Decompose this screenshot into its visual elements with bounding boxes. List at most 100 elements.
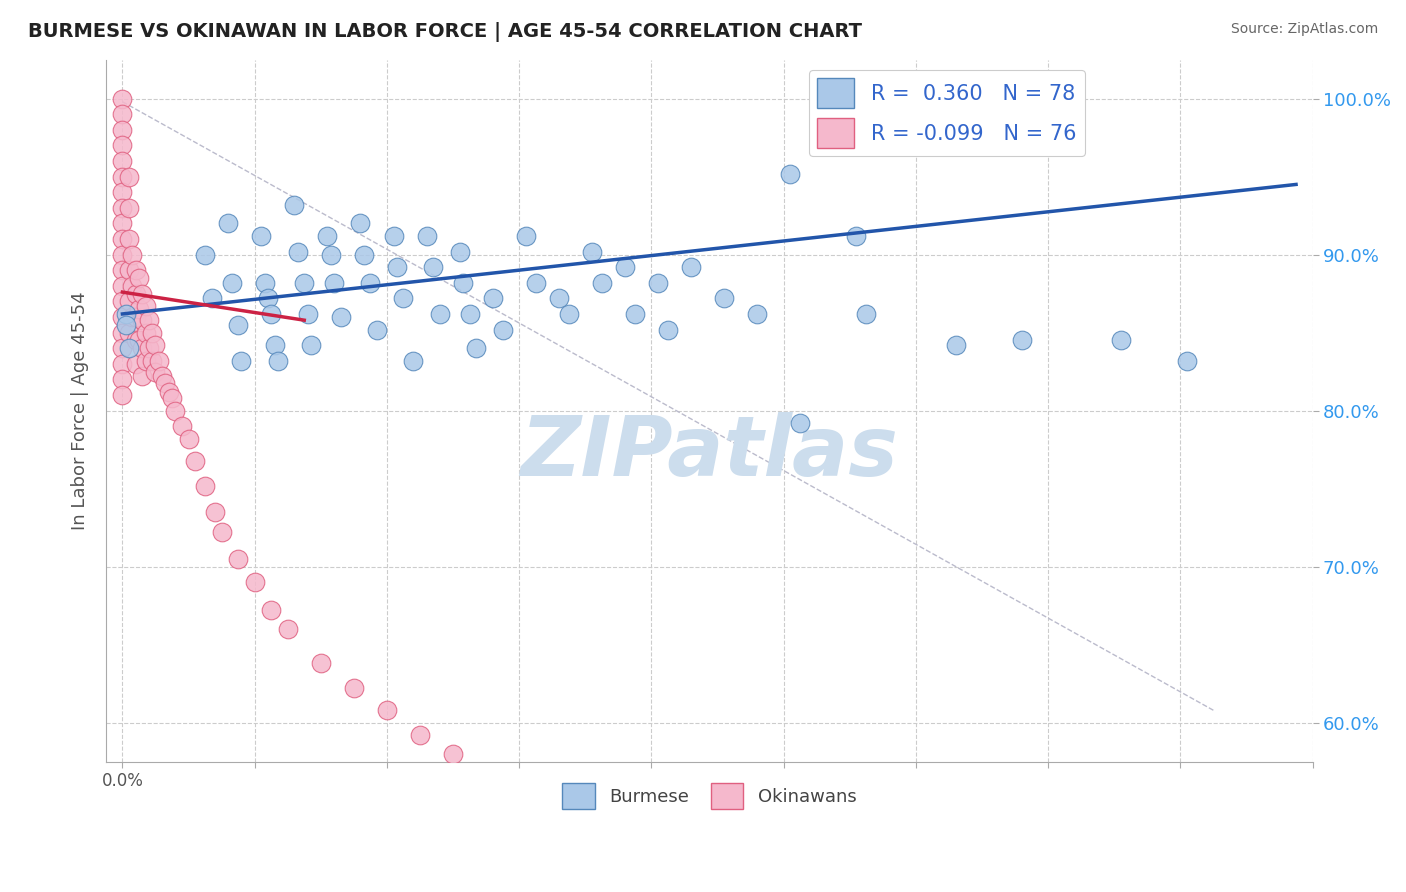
Point — [475, 765, 498, 780]
Point — [591, 276, 613, 290]
Point — [155, 376, 177, 390]
Point — [353, 247, 375, 261]
Point — [124, 263, 146, 277]
Point — [111, 247, 134, 261]
Point — [449, 244, 471, 259]
Point — [118, 341, 141, 355]
Point — [118, 232, 141, 246]
Point — [581, 244, 603, 259]
Point — [382, 228, 405, 243]
Point — [945, 338, 967, 352]
Point — [647, 276, 669, 290]
Point — [226, 318, 249, 332]
Point — [204, 505, 226, 519]
Point — [243, 575, 266, 590]
Point — [402, 353, 425, 368]
Point — [135, 326, 157, 340]
Point — [141, 326, 163, 340]
Point — [329, 310, 352, 324]
Point — [1011, 334, 1033, 348]
Point — [111, 372, 134, 386]
Point — [375, 703, 398, 717]
Point — [574, 813, 596, 827]
Point — [131, 286, 153, 301]
Point — [789, 416, 811, 430]
Point — [613, 260, 636, 274]
Point — [131, 369, 153, 384]
Point — [165, 403, 187, 417]
Point — [111, 232, 134, 246]
Point — [624, 307, 647, 321]
Point — [170, 419, 193, 434]
Point — [415, 228, 437, 243]
Point — [124, 357, 146, 371]
Point — [111, 326, 134, 340]
Point — [713, 291, 735, 305]
Point — [138, 341, 160, 355]
Point — [148, 353, 170, 368]
Point — [118, 294, 141, 309]
Point — [111, 154, 134, 169]
Point — [253, 276, 276, 290]
Point — [547, 291, 569, 305]
Point — [1109, 334, 1132, 348]
Point — [128, 302, 150, 317]
Point — [160, 391, 183, 405]
Point — [111, 92, 134, 106]
Point — [257, 291, 280, 305]
Point — [429, 307, 451, 321]
Point — [128, 334, 150, 348]
Point — [292, 276, 315, 290]
Point — [845, 228, 868, 243]
Point — [111, 107, 134, 121]
Point — [287, 244, 309, 259]
Point — [366, 322, 388, 336]
Point — [458, 307, 481, 321]
Point — [263, 338, 285, 352]
Point — [201, 291, 224, 305]
Point — [194, 247, 217, 261]
Point — [121, 247, 143, 261]
Point — [114, 318, 136, 332]
Point — [465, 341, 488, 355]
Point — [441, 747, 464, 761]
Point — [111, 263, 134, 277]
Point — [260, 307, 283, 321]
Point — [118, 263, 141, 277]
Point — [558, 307, 581, 321]
Point — [779, 167, 801, 181]
Point — [297, 307, 319, 321]
Point — [111, 294, 134, 309]
Point — [349, 216, 371, 230]
Point — [150, 369, 173, 384]
Point — [111, 388, 134, 402]
Point — [118, 326, 141, 340]
Point — [323, 276, 346, 290]
Point — [217, 216, 239, 230]
Point — [131, 313, 153, 327]
Y-axis label: In Labor Force | Age 45-54: In Labor Force | Age 45-54 — [72, 292, 89, 530]
Point — [855, 307, 877, 321]
Point — [491, 322, 513, 336]
Point — [260, 603, 283, 617]
Text: Source: ZipAtlas.com: Source: ZipAtlas.com — [1230, 22, 1378, 37]
Point — [747, 307, 769, 321]
Point — [111, 341, 134, 355]
Text: ZIPatlas: ZIPatlas — [520, 412, 898, 493]
Point — [706, 863, 728, 878]
Point — [111, 123, 134, 137]
Point — [121, 310, 143, 324]
Point — [392, 291, 415, 305]
Point — [524, 276, 547, 290]
Point — [118, 169, 141, 184]
Point — [135, 353, 157, 368]
Point — [111, 169, 134, 184]
Text: BURMESE VS OKINAWAN IN LABOR FORCE | AGE 45-54 CORRELATION CHART: BURMESE VS OKINAWAN IN LABOR FORCE | AGE… — [28, 22, 862, 42]
Point — [131, 341, 153, 355]
Point — [111, 201, 134, 215]
Point — [141, 353, 163, 368]
Point — [124, 334, 146, 348]
Point — [681, 260, 703, 274]
Point — [277, 622, 299, 636]
Point — [409, 728, 432, 742]
